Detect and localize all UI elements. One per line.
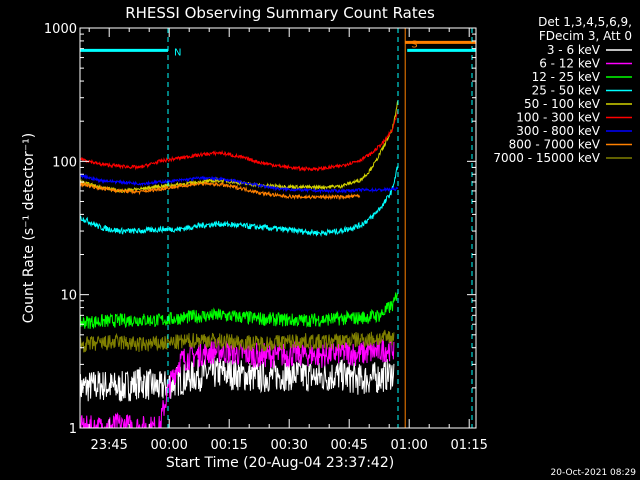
series-line-100-300-kev [79,110,399,172]
x-axis-label: Start Time (20-Aug-04 23:37:42) [166,455,394,471]
x-tick-label: 01:00 [390,438,427,453]
legend-header-line-2: FDecim 3, Att 0 [539,29,632,43]
x-tick-label: 00:45 [330,438,367,453]
x-tick-label: 00:15 [210,438,247,453]
annotation-layer: NS [80,28,476,428]
x-tick-label: 23:45 [90,438,127,453]
legend-label-100-300-kev: 100 - 300 keV [516,111,600,125]
x-tick-label: 01:15 [450,438,487,453]
y-tick-label: 100 [52,155,77,170]
annotation-label: S [411,39,417,50]
footer-timestamp: 20-Oct-2021 08:29 [551,468,637,478]
legend-label-25-50-kev: 25 - 50 keV [532,84,601,98]
series-line-7000-15000-kev [79,329,395,353]
legend-label-12-25-kev: 12 - 25 keV [532,70,601,84]
plot-frame [79,27,477,429]
series-line-50-100-kev [79,100,399,193]
series-line-12-25-kev [79,292,399,329]
legend-label-300-800-kev: 300 - 800 keV [516,124,600,138]
legend-label-800-7000-kev: 800 - 7000 keV [509,138,601,152]
series-line-300-800-kev [79,173,399,195]
y-tick-label: 1000 [44,22,77,37]
y-axis-label: Count Rate (s⁻¹ detector⁻¹) [21,133,37,323]
legend-header-line-1: Det 1,3,4,5,6,9, [538,15,632,29]
plot-area: NS [79,27,477,429]
y-axis: 1 10 100 1000 [44,22,476,437]
y-tick-label: 10 [60,289,77,304]
series-layer [79,100,399,429]
legend-label-50-100-kev: 50 - 100 keV [524,97,601,111]
chart-title: RHESSI Observing Summary Count Rates [125,4,435,22]
series-line-25-50-kev [79,165,399,238]
annotation-label: N [174,47,181,58]
legend-label-3-6-kev: 3 - 6 keV [547,43,601,57]
x-axis: 23:45 00:00 00:15 00:30 00:45 01:00 01:15 [88,28,488,453]
series-line-3-6-kev [79,356,395,405]
y-tick-label: 1 [69,422,77,437]
x-tick-label: 00:00 [150,438,187,453]
series-line-800-7000-kev [79,180,361,201]
legend-label-6-12-kev: 6 - 12 keV [539,57,601,71]
legend-label-7000-15000-kev: 7000 - 15000 keV [493,151,600,165]
x-tick-label: 00:30 [270,438,307,453]
legend: Det 1,3,4,5,6,9, FDecim 3, Att 0 3 - 6 k… [493,15,632,165]
